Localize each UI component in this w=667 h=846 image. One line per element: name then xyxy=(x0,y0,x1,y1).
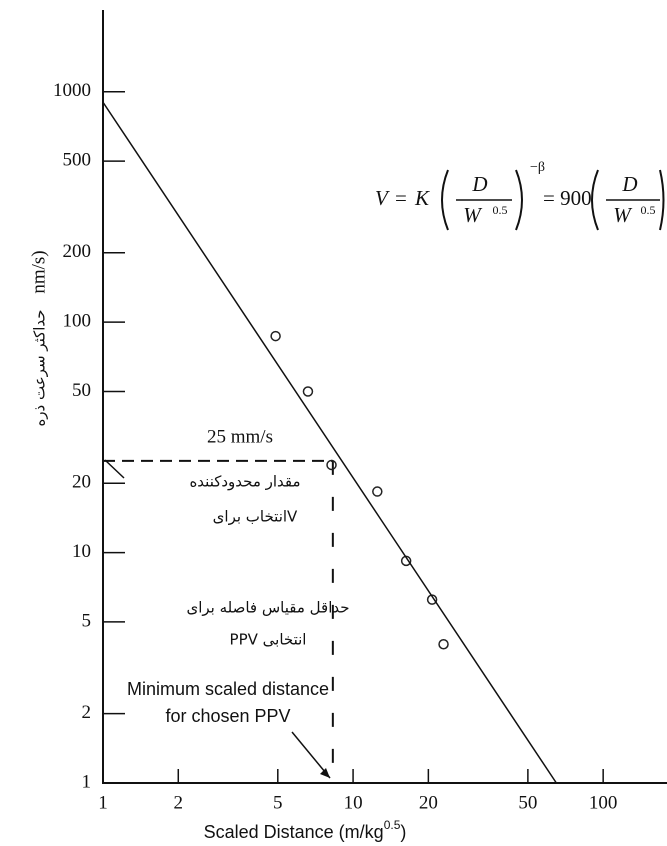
y-tick-label: 500 xyxy=(63,149,92,170)
formula-den-exp: 0.5 xyxy=(641,203,656,217)
data-point xyxy=(302,386,314,397)
reference-label: 25 mm/s xyxy=(207,426,273,447)
paren xyxy=(659,169,665,231)
y-tick-label: 1000 xyxy=(53,80,91,101)
annotation: انتخاب برایV xyxy=(213,508,298,526)
fit-line xyxy=(102,101,557,784)
paren xyxy=(441,169,449,231)
y-axis-label: حداکثر سرعت ذره xyxy=(31,309,49,426)
paren xyxy=(515,169,523,231)
x-tick-label: 5 xyxy=(273,792,283,813)
y-tick-label: 1 xyxy=(82,771,92,792)
annotation: PPV انتخابی xyxy=(230,631,307,649)
y-tick-label: 2 xyxy=(82,702,92,723)
data-point xyxy=(438,639,449,650)
formula-k: K xyxy=(414,186,430,210)
x-tick-label: 2 xyxy=(174,792,184,813)
arrow xyxy=(291,731,331,779)
y-tick-label: 5 xyxy=(82,610,92,631)
y-tick-label: 200 xyxy=(63,241,92,262)
formula-exp: −β xyxy=(530,160,545,175)
y-axis-unit: nm/s) xyxy=(28,250,49,293)
formula-den: W xyxy=(463,203,483,227)
data-point xyxy=(270,330,281,342)
x-label-close: ) xyxy=(400,822,406,842)
y-tick-label: 50 xyxy=(72,380,91,401)
annotation: Minimum scaled distance xyxy=(127,679,329,699)
y-tick-label: 10 xyxy=(72,541,91,562)
x-axis-label: Scaled Distance (m/kg0.5) xyxy=(204,818,407,842)
formula: V = K D W 0.5 −β = 900 D W 0.5 xyxy=(375,160,665,231)
x-label-sup: 0.5 xyxy=(384,818,401,832)
formula-v: V xyxy=(375,186,390,210)
x-label-main: Scaled Distance (m/kg xyxy=(204,822,384,842)
x-tick-label: 100 xyxy=(589,792,618,813)
annotation: for chosen PPV xyxy=(165,706,290,726)
annotation: حداقل مقیاس فاصله برای xyxy=(186,599,349,617)
x-tick-label: 50 xyxy=(518,792,537,813)
formula-rhs: = 900 xyxy=(543,186,592,210)
y-tick-label: 100 xyxy=(63,310,92,331)
x-tick-label: 20 xyxy=(419,792,438,813)
formula-den: W xyxy=(613,203,633,227)
formula-num: D xyxy=(471,172,487,196)
arrow-head xyxy=(320,768,330,778)
data-point xyxy=(326,459,337,471)
paren xyxy=(591,169,599,231)
annotation: مقدار محدودکننده xyxy=(189,473,300,491)
formula-num: D xyxy=(621,172,637,196)
x-tick-label: 10 xyxy=(344,792,363,813)
data-point xyxy=(372,486,383,497)
y-tick-label: 20 xyxy=(72,472,91,493)
x-tick-label: 1 xyxy=(98,792,108,813)
formula-eq: = xyxy=(395,186,407,210)
pointer xyxy=(104,459,125,479)
formula-den-exp: 0.5 xyxy=(493,203,508,217)
